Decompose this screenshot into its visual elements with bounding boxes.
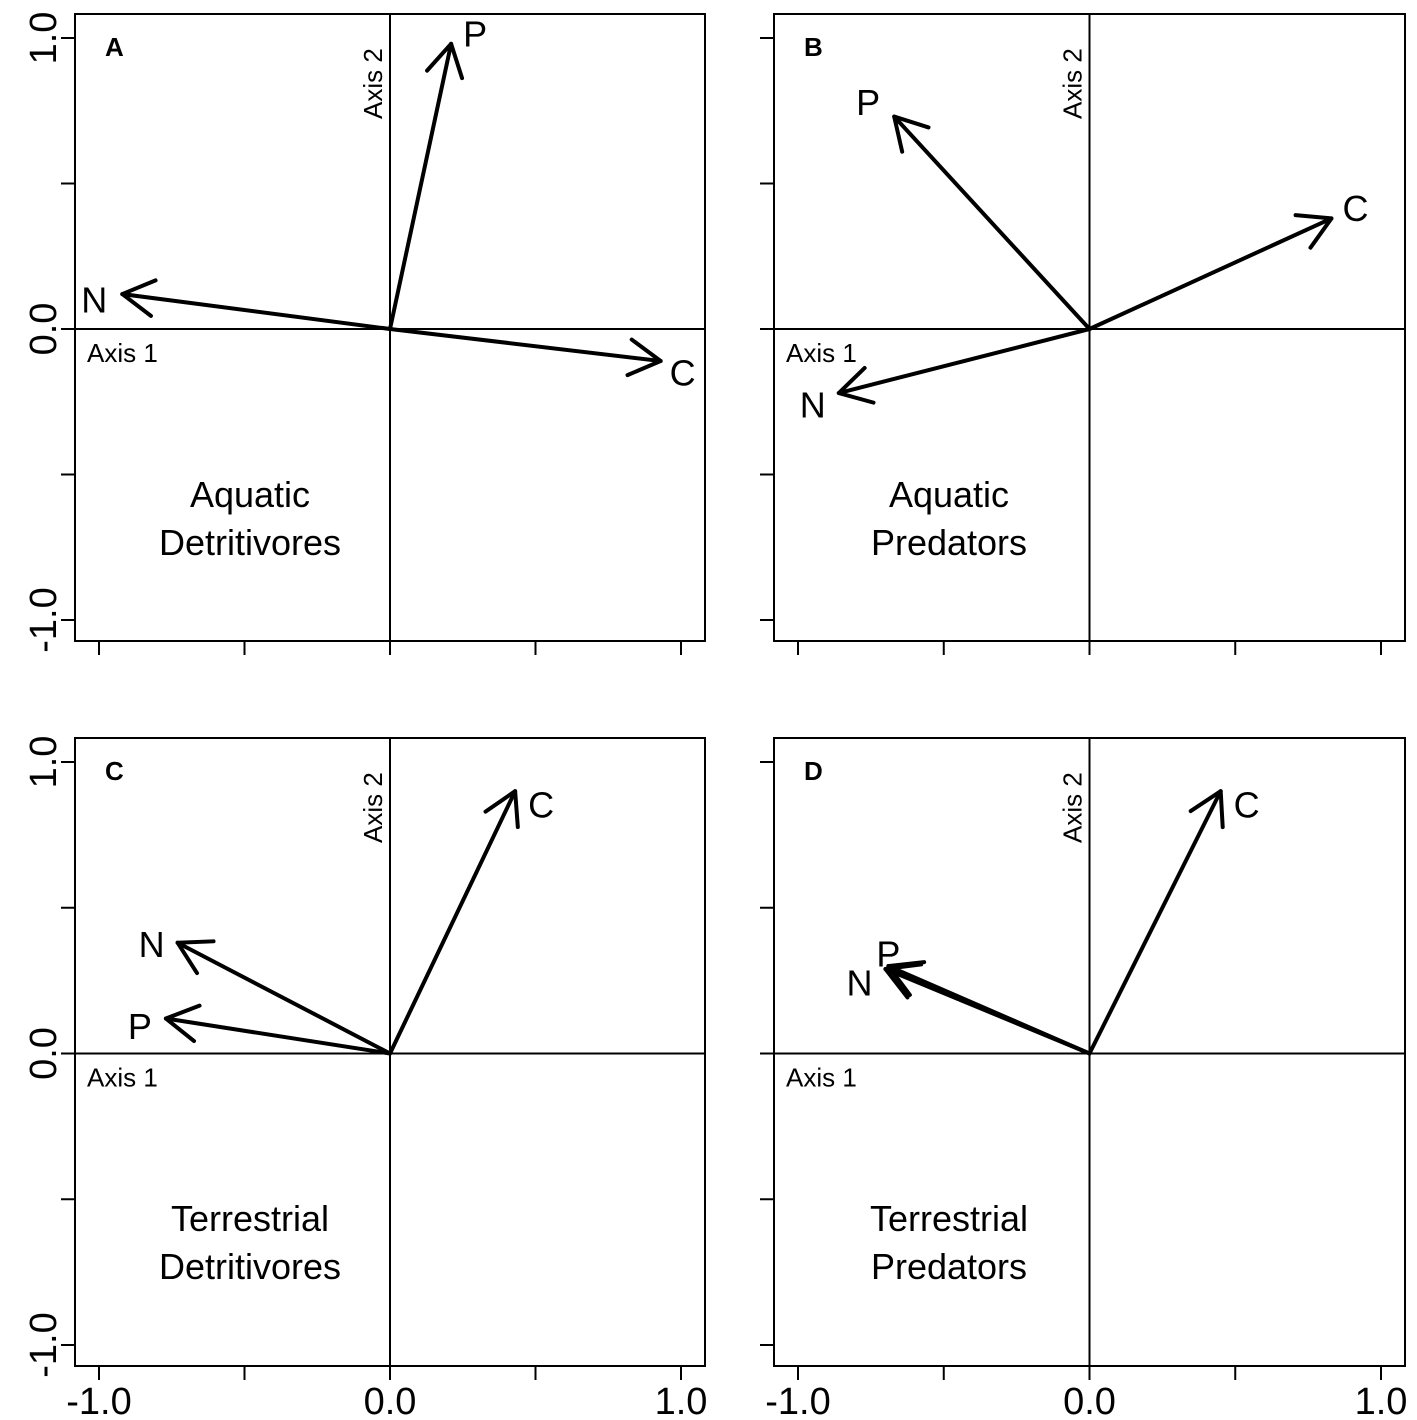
axis-1-label: Axis 1	[87, 338, 158, 368]
vector-label: C	[670, 353, 696, 394]
vector-label: N	[800, 385, 826, 426]
vector-line	[1087, 216, 1334, 331]
vector-p: P	[856, 82, 1092, 331]
vector-n: N	[81, 278, 392, 331]
y-tick-label: 1.0	[23, 12, 65, 65]
vector-n: N	[800, 327, 1092, 426]
vector-arrowhead	[163, 1003, 202, 1044]
vector-label: P	[463, 13, 487, 54]
vector-line	[836, 327, 1092, 396]
panel-a: -1.0 0.0 1.0 A Axis 1 Axis 2 Aquatic Detritivor…	[23, 12, 706, 655]
panels-container: -1.0 0.0 1.0 A Axis 1 Axis 2 Aquatic Detritivor…	[23, 12, 1407, 1420]
vector-label: N	[81, 280, 107, 321]
group-title-line: Detritivores	[159, 522, 341, 563]
x-tick-label: 1.0	[1355, 1381, 1408, 1420]
group-title-line: Terrestrial	[171, 1198, 329, 1239]
panel-letter: A	[105, 32, 124, 62]
vector-n: N	[846, 962, 1092, 1056]
vector-label: N	[846, 962, 872, 1003]
vector-c: C	[1087, 785, 1260, 1056]
vector-arrowhead	[120, 278, 158, 318]
vector-line	[388, 41, 454, 331]
vector-p: P	[128, 1003, 392, 1056]
vector-arrowhead	[892, 114, 931, 154]
vector-line	[1087, 789, 1223, 1056]
y-tick-label: 1.0	[23, 736, 65, 789]
vector-arrowhead	[175, 939, 216, 976]
x-tick-label: 0.0	[1063, 1381, 1116, 1420]
vector-arrowhead	[1188, 789, 1225, 830]
axis-1-label: Axis 1	[87, 1063, 158, 1093]
vector-arrowhead	[1293, 213, 1334, 250]
group-title-line: Detritivores	[159, 1246, 341, 1287]
vector-line	[163, 1016, 392, 1056]
panel-c: -1.0 0.0 1.0 -1.0 0.0 1.0 C Axis 1 Axis 2 Terrest…	[23, 736, 707, 1420]
axis-2-label: Axis 2	[1058, 48, 1088, 119]
vector-arrowhead	[625, 337, 663, 378]
panel-letter: C	[105, 756, 124, 786]
vector-arrowhead	[883, 962, 924, 1000]
x-tick-label: 1.0	[655, 1381, 708, 1420]
vector-label: P	[876, 934, 900, 975]
vector-line	[886, 964, 1092, 1056]
x-tick-label: 0.0	[364, 1381, 417, 1420]
axis-2-label: Axis 2	[358, 772, 388, 843]
vector-p: P	[388, 13, 487, 331]
axis-1-label: Axis 1	[786, 1063, 857, 1093]
panel-letter: B	[804, 32, 823, 62]
y-tick-label: -1.0	[23, 1312, 65, 1377]
vector-arrowhead	[425, 41, 465, 81]
group-title-line: Aquatic	[889, 474, 1009, 515]
group-title: Terrestrial Detritivores	[159, 1198, 341, 1287]
vector-arrowhead	[483, 789, 520, 830]
panel-b: B Axis 1 Axis 2 Aquatic Predators P C N	[760, 13, 1406, 655]
group-title-line: Predators	[871, 1246, 1027, 1287]
axis-2-label: Axis 2	[358, 48, 388, 119]
vector-label: N	[139, 924, 165, 965]
x-tick-label: -1.0	[66, 1381, 131, 1420]
vector-label: C	[528, 785, 554, 826]
y-tick-label: -1.0	[23, 587, 65, 652]
vector-c: C	[388, 785, 554, 1056]
group-title-line: Aquatic	[190, 474, 310, 515]
vector-line	[388, 327, 663, 364]
vector-label: C	[1342, 188, 1368, 229]
vector-label: P	[856, 82, 880, 123]
y-tick-label: 0.0	[23, 1027, 65, 1080]
vector-c: C	[1087, 188, 1368, 331]
group-title: Aquatic Predators	[871, 474, 1027, 563]
vector-line	[892, 114, 1092, 331]
y-tick-label: 0.0	[23, 303, 65, 356]
x-tick-label: -1.0	[765, 1381, 830, 1420]
vector-label: P	[128, 1006, 152, 1047]
panel-letter: D	[804, 756, 823, 786]
vector-arrowhead	[886, 960, 927, 997]
vector-line	[388, 789, 518, 1056]
vector-line	[175, 940, 392, 1056]
vector-p: P	[876, 934, 1092, 1056]
axis-2-label: Axis 2	[1058, 772, 1088, 843]
vector-label: C	[1234, 785, 1260, 826]
vector-n: N	[139, 924, 392, 1056]
axis-1-label: Axis 1	[786, 338, 857, 368]
panel-d: -1.0 0.0 1.0 D Axis 1 Axis 2 Terrestrial Predat…	[760, 737, 1408, 1420]
group-title-line: Predators	[871, 522, 1027, 563]
group-title: Aquatic Detritivores	[159, 474, 341, 563]
group-title-line: Terrestrial	[870, 1198, 1028, 1239]
vector-arrowhead	[836, 365, 876, 405]
group-title: Terrestrial Predators	[870, 1198, 1028, 1287]
vector-c: C	[388, 327, 696, 394]
vector-line	[120, 292, 392, 331]
